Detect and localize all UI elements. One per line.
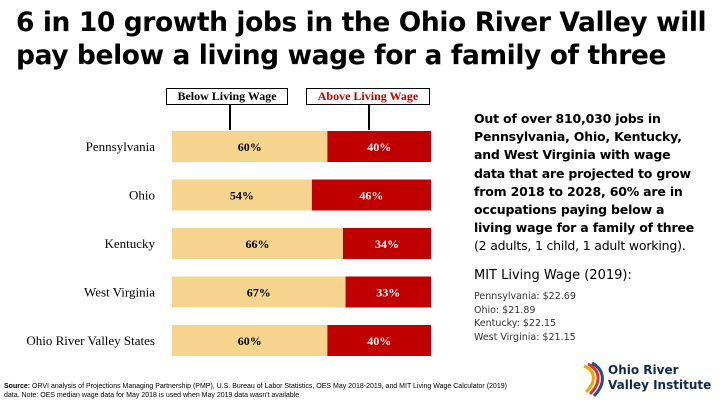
chart-title-line-2: pay below a living wage for a family of …	[16, 40, 667, 71]
legend-below-living-wage: Below Living Wage	[166, 88, 288, 105]
mit-item-kentucky: Kentucky: $22.15	[474, 318, 557, 330]
category-label-ohio-river-valley-states: Ohio River Valley States	[26, 333, 155, 348]
bar-above-kentucky	[342, 228, 431, 259]
mit-item-ohio: Ohio: $21.89	[474, 304, 536, 316]
category-label-kentucky: Kentucky	[104, 236, 155, 251]
bar-above-ohio	[311, 179, 431, 211]
data-label-above-west-virginia: 33%	[376, 286, 400, 300]
ohio-river-valley-institute-logo: Ohio River Valley Institute	[578, 360, 718, 400]
category-label-pennsylvania: Pennsylvania	[86, 139, 156, 154]
summary-line-7: living wage for a family of three	[474, 220, 695, 236]
legend-above-living-wage: Above Living Wage	[306, 88, 430, 105]
data-label-below-pennsylvania: 60%	[238, 140, 262, 154]
data-label-above-kentucky: 34%	[375, 237, 399, 251]
source-note: Source: ORVI analysis of Projections Man…	[4, 382, 524, 400]
bar-below-kentucky	[172, 228, 343, 259]
chart-title-line-1: 6 in 10 growth jobs in the Ohio River Va…	[16, 7, 707, 38]
category-label-west-virginia: West Virginia	[84, 285, 155, 300]
mit-living-wage-list: Pennsylvania: $22.69 Ohio: $21.89 Kentuc…	[474, 290, 576, 344]
legend-below-connector	[229, 105, 231, 130]
summary-text: Out of over 810,030 jobs in Pennsylvania…	[474, 110, 720, 256]
source-label: Source:	[4, 383, 31, 390]
summary-line-5: from 2018 to 2028, 60% are in	[474, 183, 683, 199]
bar-below-west-virginia	[172, 276, 346, 308]
data-label-below-ohio-river-valley-states: 60%	[238, 334, 262, 348]
bar-below-ohio	[172, 179, 312, 211]
data-label-below-kentucky: 66%	[245, 237, 269, 251]
mit-item-west-virginia: West Virginia: $21.15	[474, 331, 576, 343]
bar-below-ohio-river-valley-states	[172, 325, 328, 356]
bar-above-west-virginia	[345, 276, 431, 308]
data-label-above-ohio: 46%	[359, 189, 383, 203]
data-label-below-ohio: 54%	[230, 189, 254, 203]
mit-living-wage-title: MIT Living Wage (2019):	[474, 268, 632, 283]
summary-line-2: Pennsylvania, Ohio, Kentucky,	[474, 129, 682, 145]
summary-line-4: data that are projected to grow	[474, 165, 691, 181]
data-label-below-west-virginia: 67%	[247, 286, 271, 300]
bar-below-pennsylvania	[172, 131, 328, 162]
logo-line-2: Valley Institute	[608, 378, 712, 392]
summary-line-1: Out of over 810,030 jobs in	[474, 111, 661, 126]
summary-line-6: occupations paying below a	[474, 202, 665, 218]
logo-swoosh-icon	[583, 361, 604, 398]
mit-item-pennsylvania: Pennsylvania: $22.69	[474, 291, 576, 302]
logo-text: Ohio River Valley Institute	[608, 363, 711, 393]
category-label-ohio: Ohio	[129, 188, 155, 203]
logo-line-1: Ohio River	[608, 363, 679, 377]
chart-title: 6 in 10 growth jobs in the Ohio River Va…	[16, 6, 716, 72]
summary-line-3: and West Virginia with wage	[474, 147, 671, 163]
summary-line-8: (2 adults, 1 child, 1 adult working).	[474, 238, 686, 254]
data-label-above-pennsylvania: 40%	[367, 140, 391, 154]
source-text: ORVI analysis of Projections Managing Pa…	[4, 383, 507, 399]
stacked-bar-chart: Pennsylvania 60% 40% Ohio 54% 46% Kentucky 66% 3…	[26, 131, 431, 356]
legend-above-connector	[368, 105, 370, 130]
data-label-above-ohio-river-valley-states: 40%	[367, 334, 391, 348]
bar-above-ohio-river-valley-states	[327, 325, 431, 356]
bar-above-pennsylvania	[327, 131, 431, 162]
